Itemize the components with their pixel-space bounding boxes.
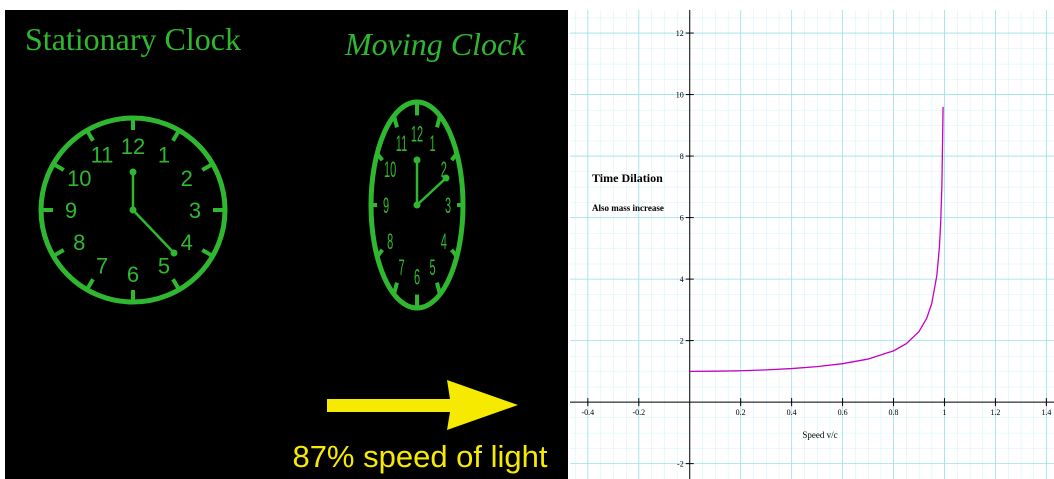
x-tick-label: 0.6 (838, 408, 848, 417)
clock-numeral: 2 (181, 166, 193, 191)
x-tick-label: 0.4 (787, 408, 797, 417)
clock-numeral: 8 (387, 229, 393, 254)
clock-hand-tip (443, 175, 450, 182)
clock-numeral: 7 (96, 253, 108, 278)
clock-numeral: 9 (65, 198, 77, 223)
clock-numeral: 11 (396, 131, 407, 156)
clock-numeral: 12 (411, 121, 423, 146)
clock-center (130, 207, 137, 214)
x-tick-label: -0.4 (581, 408, 594, 417)
speed-caption: 87% speed of light (292, 439, 547, 474)
clock-numeral: 1 (158, 143, 170, 168)
x-tick-label: 1.4 (1041, 408, 1051, 417)
moving-title: Moving Clock (344, 26, 526, 62)
clock-numeral: 5 (429, 255, 435, 280)
clock-numeral: 9 (383, 193, 389, 218)
y-tick-label: 2 (680, 337, 684, 346)
clock-numeral: 6 (127, 262, 139, 287)
clock-numeral: 1 (429, 131, 435, 156)
clock-hand-tip (130, 169, 137, 176)
clock-numeral: 10 (384, 157, 396, 182)
clock-numeral: 11 (91, 143, 114, 168)
x-tick-label: 0.8 (889, 408, 899, 417)
y-tick-label: 4 (680, 275, 684, 284)
clock-numeral: 7 (398, 255, 404, 280)
clock-hand-tip (414, 157, 421, 164)
chart-subtitle: Also mass increase (592, 203, 664, 213)
clock-numeral: 3 (189, 198, 201, 223)
y-tick-label: 12 (676, 29, 684, 38)
clock-numeral: 10 (67, 166, 91, 191)
clock-numeral: 4 (441, 229, 447, 254)
y-tick-label: 6 (680, 214, 684, 223)
x-tick-label: 1 (942, 408, 946, 417)
y-tick-label: 10 (676, 91, 684, 100)
clock-numeral: 4 (181, 230, 193, 255)
clock-center (414, 202, 421, 209)
chart-title: Time Dilation (592, 171, 663, 185)
stationary-title: Stationary Clock (25, 21, 241, 57)
clock-numeral: 3 (445, 193, 451, 218)
clock-hand-tip (171, 250, 178, 257)
y-tick-label: -2 (677, 460, 684, 469)
x-tick-label: 0.2 (736, 408, 746, 417)
y-tick-label: 8 (680, 152, 684, 161)
clock-numeral: 8 (73, 230, 85, 255)
clock-numeral: 6 (414, 264, 420, 289)
clock-numeral: 12 (121, 134, 145, 159)
x-axis-label: Speed v/c (802, 430, 837, 440)
x-tick-label: 1.2 (990, 408, 1000, 417)
x-tick-label: -0.2 (632, 408, 645, 417)
clock-numeral: 5 (158, 253, 170, 278)
page: Stationary Clock Moving Clock 1212345678… (0, 0, 1054, 479)
